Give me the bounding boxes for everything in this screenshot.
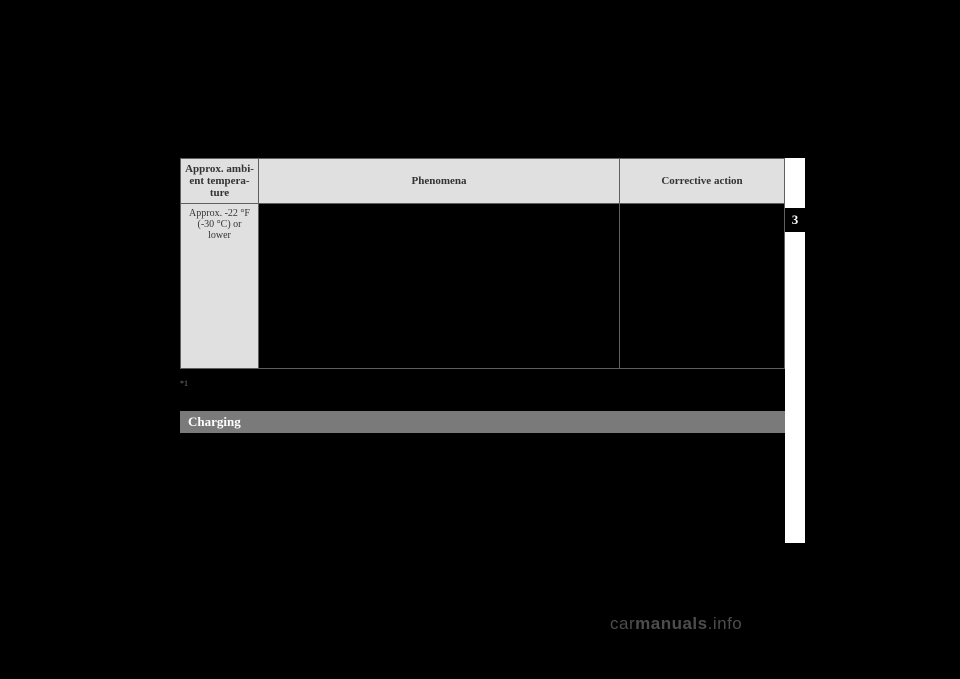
right-margin-strip: 3 bbox=[785, 158, 805, 543]
cell-phenomena bbox=[259, 204, 620, 369]
phenomena-table: Approx. ambi-ent tempera-ture Phenomena … bbox=[180, 158, 785, 369]
col-header-phenomena: Phenomena bbox=[259, 159, 620, 204]
page-content: Approx. ambi-ent tempera-ture Phenomena … bbox=[180, 158, 785, 441]
watermark-bold: manuals bbox=[635, 614, 707, 633]
section-heading-charging: Charging bbox=[180, 411, 785, 433]
watermark-suffix: .info bbox=[708, 614, 743, 633]
section-tab: 3 bbox=[785, 208, 805, 232]
watermark: carmanuals.info bbox=[610, 614, 742, 634]
table-row: Approx. -22 °F(-30 °C) orlower bbox=[181, 204, 785, 369]
col-header-action: Corrective action bbox=[620, 159, 785, 204]
col-header-temp: Approx. ambi-ent tempera-ture bbox=[181, 159, 259, 204]
footnote-paragraph: *1 bbox=[180, 379, 785, 393]
cell-action bbox=[620, 204, 785, 369]
table-header-row: Approx. ambi-ent tempera-ture Phenomena … bbox=[181, 159, 785, 204]
watermark-prefix: car bbox=[610, 614, 635, 633]
cell-temp: Approx. -22 °F(-30 °C) orlower bbox=[181, 204, 259, 369]
footnote-marker: *1 bbox=[180, 379, 188, 388]
